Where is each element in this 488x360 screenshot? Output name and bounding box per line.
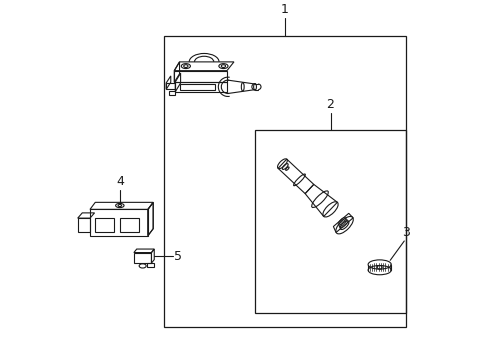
Bar (163, 36, 405, 327)
Bar (94, 218, 114, 232)
Text: 3: 3 (401, 225, 409, 239)
Bar (147, 263, 153, 267)
Text: 2: 2 (326, 98, 334, 111)
Text: 1: 1 (281, 3, 288, 16)
Bar (120, 218, 139, 232)
Bar (90, 210, 148, 236)
Bar (166, 83, 175, 89)
Bar (175, 82, 226, 92)
Bar (134, 253, 151, 263)
Text: 5: 5 (174, 249, 182, 262)
Bar (78, 218, 90, 232)
Bar (169, 91, 175, 95)
Text: 4: 4 (116, 175, 123, 188)
Bar (255, 130, 405, 313)
Bar (180, 84, 215, 90)
